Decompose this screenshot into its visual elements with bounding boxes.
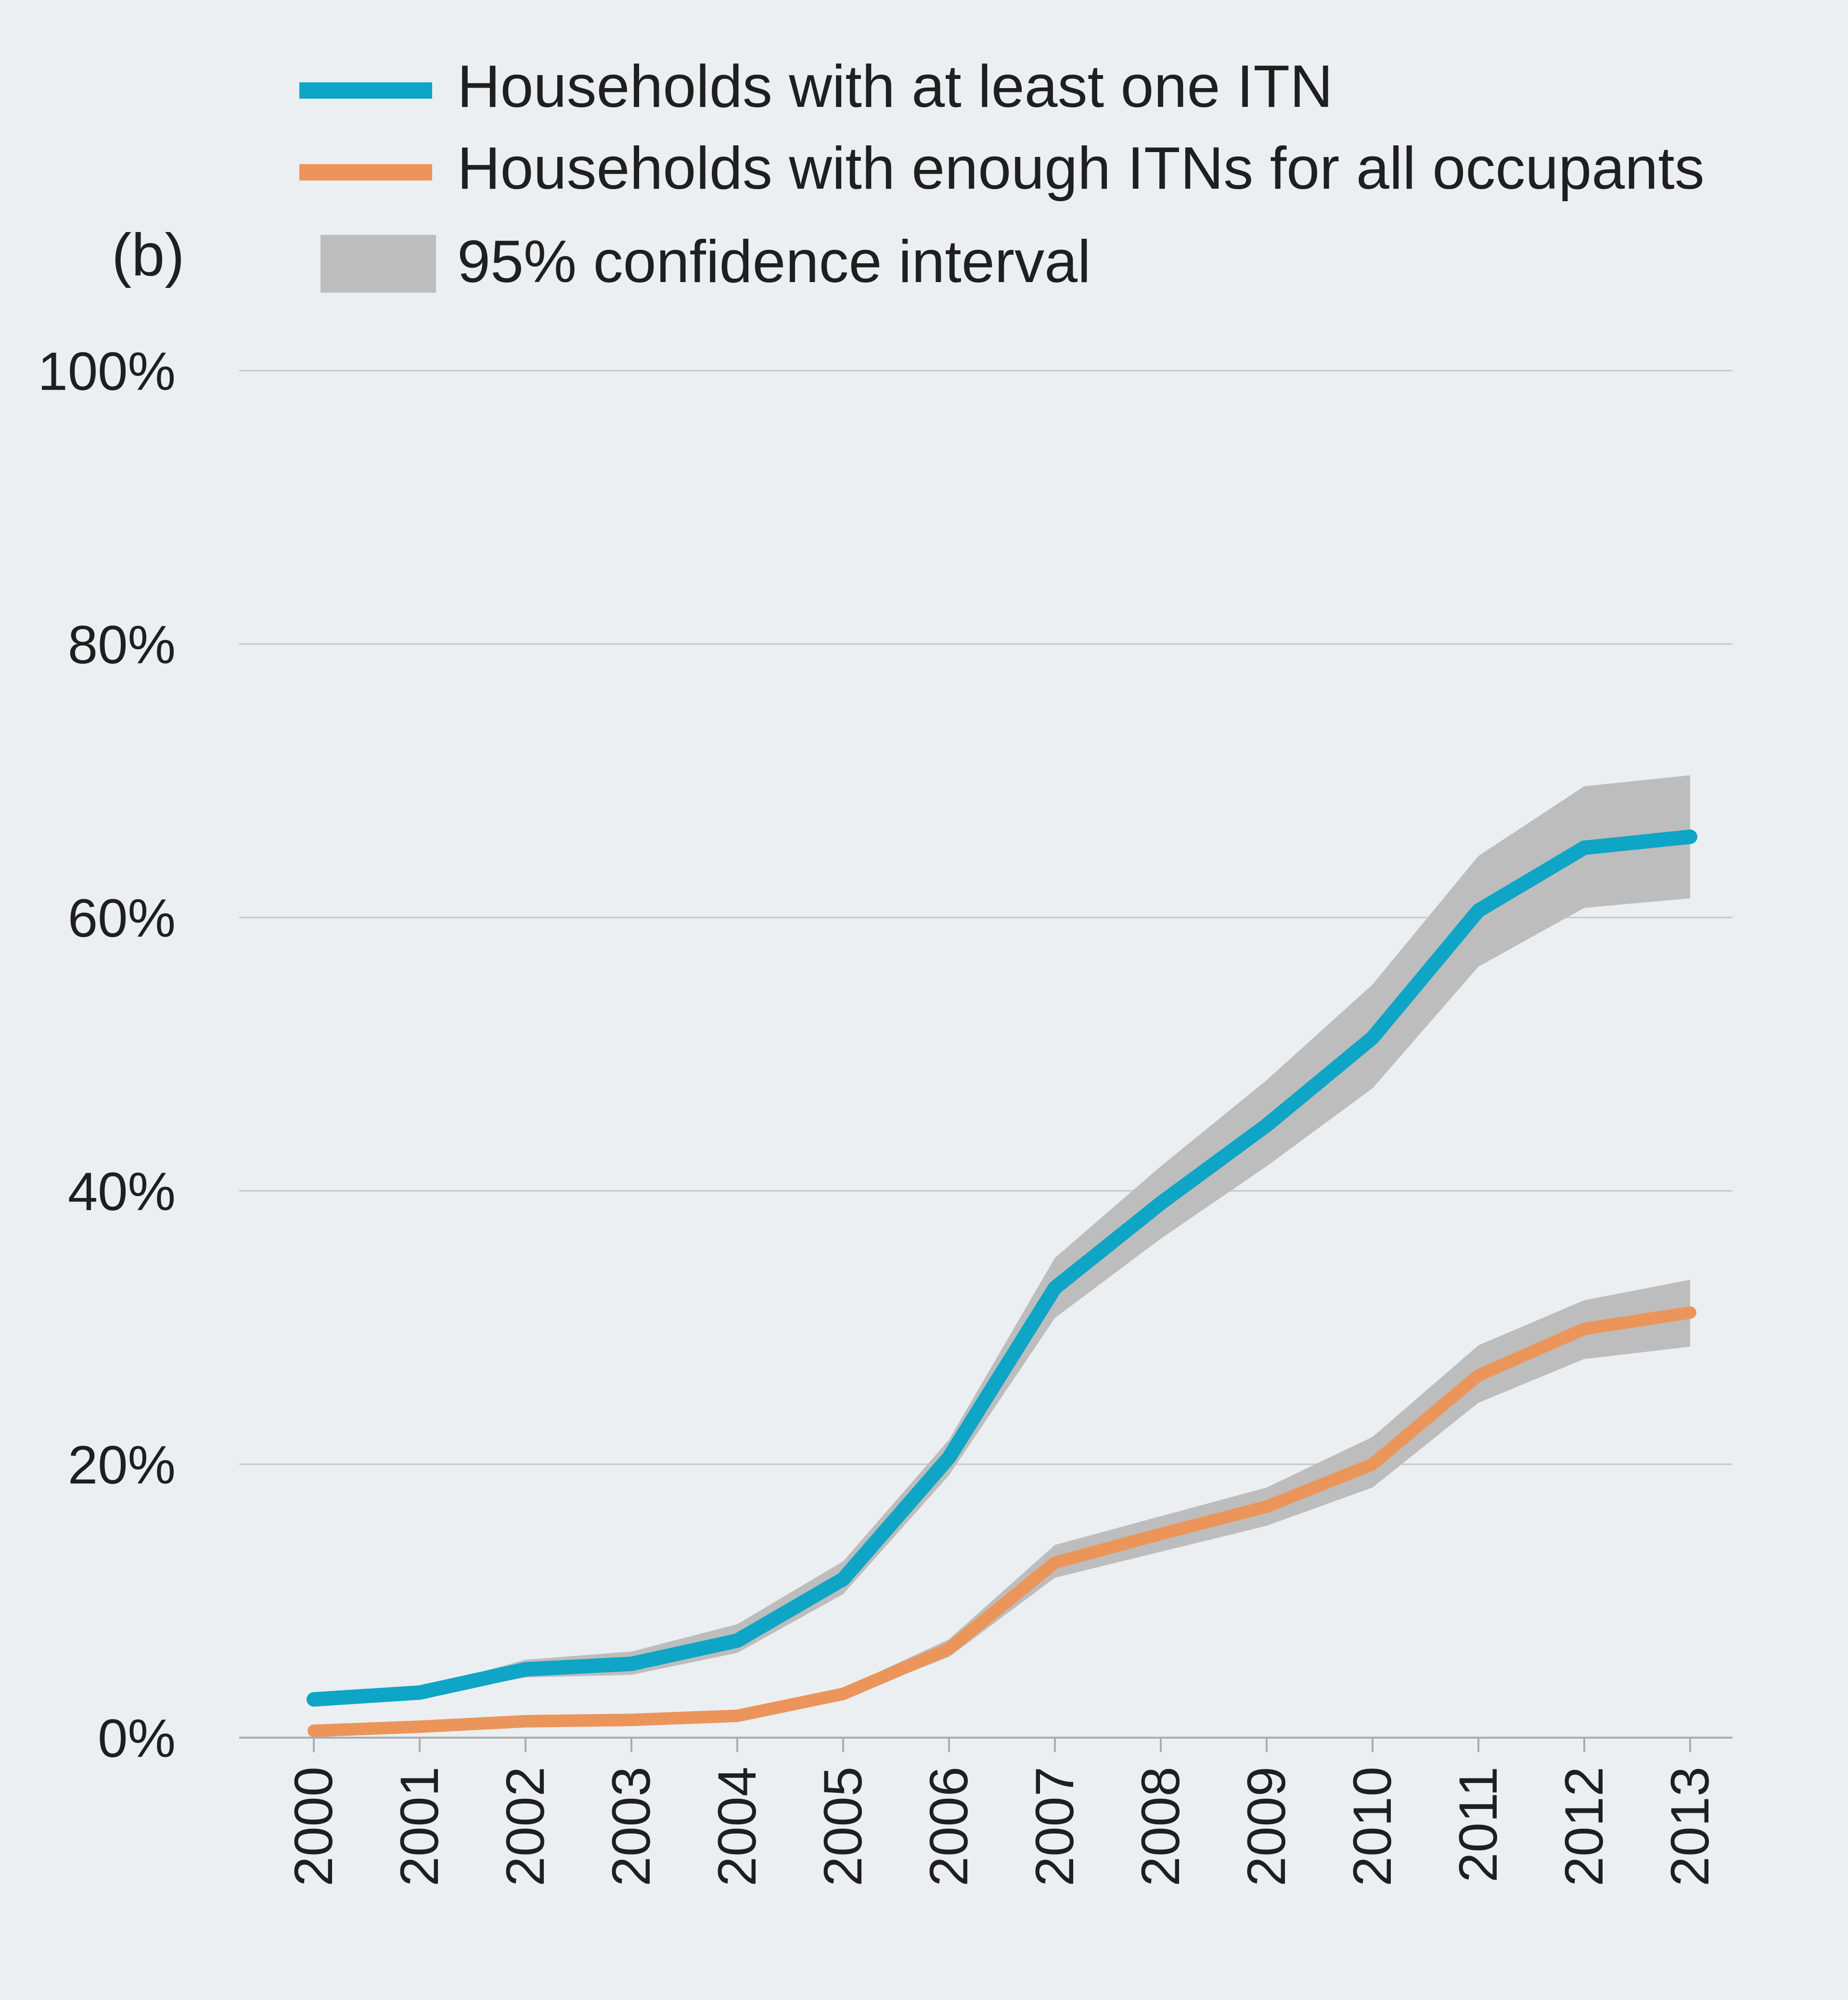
x-tick-label: 2003 [601, 1767, 661, 1886]
y-tick-label: 0% [98, 1708, 176, 1768]
y-axis-tick-labels: 0% 20% 40% 60% 80% 100% [38, 341, 176, 1768]
x-axis-tick-labels: 2000 2001 2002 2003 2004 2005 2006 2007 2008 2009… [283, 1767, 1720, 1886]
x-tick-label: 2008 [1130, 1767, 1191, 1886]
legend-label-series-one: Households with at least one ITN [457, 53, 1333, 120]
confidence-band-series-enough [314, 1279, 1690, 1732]
y-tick-label: 60% [68, 888, 176, 948]
legend-label-series-enough: Households with enough ITNs for all occu… [457, 135, 1705, 202]
x-tick-label: 2013 [1660, 1767, 1720, 1886]
x-tick-label: 2004 [707, 1767, 767, 1886]
x-tick-label: 2009 [1236, 1767, 1296, 1886]
x-tick-label: 2011 [1448, 1767, 1508, 1883]
legend-label-confidence: 95% confidence interval [457, 229, 1091, 295]
x-tick-label: 2002 [495, 1767, 555, 1886]
panel-label: (b) [112, 222, 185, 288]
y-tick-label: 20% [68, 1435, 176, 1495]
y-tick-label: 100% [38, 341, 176, 401]
legend-swatch-confidence [321, 235, 436, 293]
x-axis [239, 1737, 1732, 1752]
y-tick-label: 40% [68, 1161, 176, 1222]
x-tick-label: 2000 [283, 1767, 344, 1886]
x-tick-label: 2012 [1554, 1767, 1614, 1886]
series-line-series-enough [308, 1306, 1696, 1737]
x-tick-label: 2005 [813, 1767, 873, 1886]
x-tick-label: 2006 [919, 1767, 979, 1886]
y-tick-label: 80% [68, 615, 176, 675]
confidence-bands [314, 775, 1690, 1732]
x-tick-label: 2007 [1025, 1767, 1085, 1886]
x-tick-label: 2001 [389, 1767, 449, 1886]
series-line-series-one [307, 829, 1697, 1707]
x-tick-label: 2010 [1342, 1767, 1402, 1886]
legend: Households with at least one ITN Househo… [299, 53, 1705, 295]
series-lines [307, 829, 1697, 1737]
gridlines [239, 370, 1732, 1465]
